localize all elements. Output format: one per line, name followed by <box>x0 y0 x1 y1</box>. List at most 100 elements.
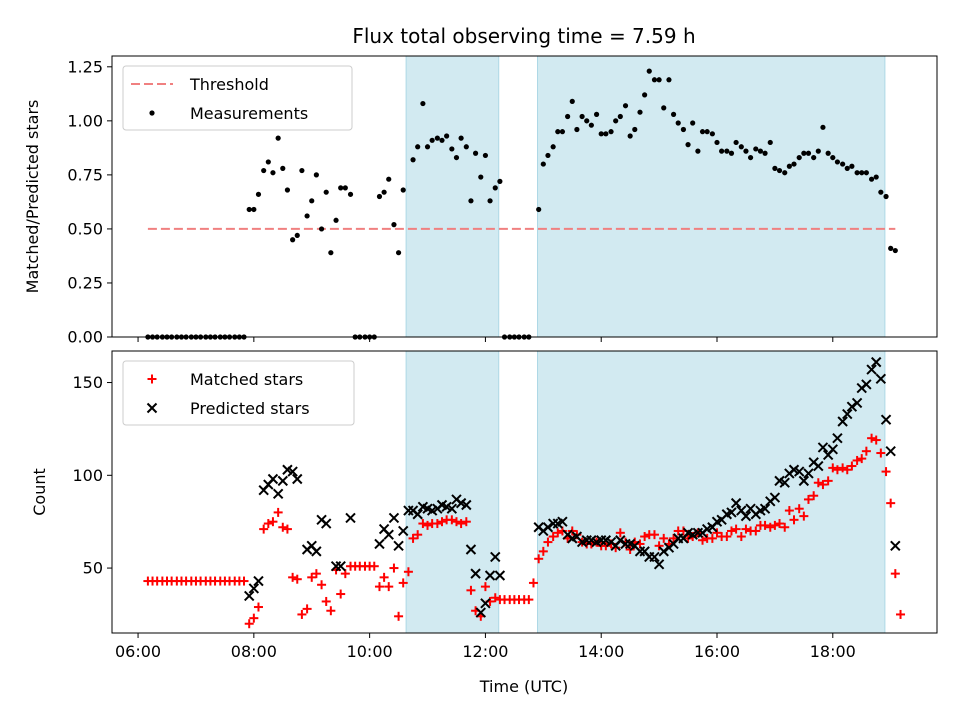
data-point <box>757 148 764 154</box>
data-point <box>321 518 332 529</box>
data-point <box>280 165 286 171</box>
data-point <box>309 198 315 204</box>
data-point <box>376 193 383 200</box>
data-point <box>463 144 469 150</box>
data-point <box>712 528 722 538</box>
data-point <box>791 161 797 167</box>
data-point <box>794 504 804 514</box>
data-point <box>418 519 428 529</box>
data-point <box>277 475 288 487</box>
data-point <box>497 178 503 184</box>
data-point-b <box>851 397 863 409</box>
data-point <box>698 535 708 545</box>
data-point <box>780 522 790 532</box>
data-point <box>695 148 701 154</box>
data-point-b <box>803 468 814 479</box>
legend-label: Matched stars <box>190 370 303 389</box>
data-point <box>259 524 269 534</box>
observing-window-1 <box>537 55 886 338</box>
observing-window-1 <box>537 350 886 634</box>
data-point <box>653 559 665 570</box>
data-point-b <box>885 445 896 457</box>
data-point <box>453 154 460 161</box>
data-point <box>726 526 736 536</box>
data-point <box>709 131 715 137</box>
data-point-b <box>846 401 858 412</box>
data-point <box>288 572 298 582</box>
observing-window-0 <box>405 55 500 338</box>
data-point <box>847 461 857 471</box>
data-point <box>770 520 780 530</box>
data-point-b <box>398 525 409 537</box>
data-point-b <box>422 503 433 514</box>
data-point <box>340 569 350 579</box>
data-point <box>656 77 662 83</box>
data-point-b <box>682 527 694 539</box>
data-point-b <box>461 499 472 511</box>
data-point <box>487 198 493 204</box>
data-point <box>292 473 303 485</box>
data-point-b <box>842 408 853 420</box>
data-point-b <box>798 475 810 487</box>
y-tick-label: 1.00 <box>67 111 103 130</box>
data-point <box>871 435 881 445</box>
data-point <box>388 512 400 524</box>
data-point <box>861 379 872 390</box>
data-point <box>779 477 790 488</box>
legend-entry-matched-stars: Matched stars <box>147 370 303 389</box>
data-point <box>282 524 292 534</box>
data-point <box>878 189 884 195</box>
data-point <box>545 152 551 159</box>
data-point <box>820 124 826 130</box>
data-point <box>415 144 421 150</box>
data-point-b <box>788 464 800 475</box>
data-point-b <box>388 512 400 524</box>
data-point <box>528 578 538 588</box>
data-point-b <box>306 540 317 552</box>
data-point <box>823 476 833 486</box>
data-point <box>559 129 566 135</box>
data-point <box>892 247 898 254</box>
data-point-b <box>615 535 626 546</box>
data-point <box>394 611 404 621</box>
data-point <box>743 148 749 154</box>
data-point <box>760 520 770 530</box>
data-point <box>837 416 848 427</box>
y-tick-label: 50 <box>83 559 103 578</box>
legend: Threshold Measurements <box>122 65 353 131</box>
data-point-b <box>272 488 284 500</box>
data-point <box>381 189 387 195</box>
data-point <box>412 509 423 520</box>
data-point <box>294 232 300 239</box>
data-point <box>651 77 658 83</box>
data-point <box>323 189 329 195</box>
data-point <box>524 595 534 605</box>
data-point <box>278 522 288 532</box>
data-point <box>265 159 271 165</box>
data-point <box>446 503 458 514</box>
data-point <box>248 583 260 594</box>
data-point-b <box>880 414 892 425</box>
data-point-b <box>600 535 612 546</box>
data-point-b <box>248 583 260 594</box>
data-point <box>328 250 334 256</box>
data-point-b <box>374 538 385 550</box>
data-point <box>299 167 305 174</box>
data-point <box>461 517 471 527</box>
data-point <box>666 77 672 83</box>
data-point <box>267 473 279 485</box>
data-point <box>494 570 506 581</box>
data-point-b <box>311 546 322 557</box>
data-point <box>827 444 838 455</box>
data-point <box>297 609 307 619</box>
data-point <box>603 131 609 137</box>
data-point <box>261 167 267 174</box>
data-point <box>336 589 346 599</box>
data-point-b <box>769 492 781 503</box>
data-point <box>867 433 877 443</box>
data-point <box>751 526 761 536</box>
data-point-b <box>745 503 756 514</box>
data-point-b <box>335 561 346 572</box>
data-point-b <box>490 551 501 563</box>
data-point <box>389 563 399 573</box>
